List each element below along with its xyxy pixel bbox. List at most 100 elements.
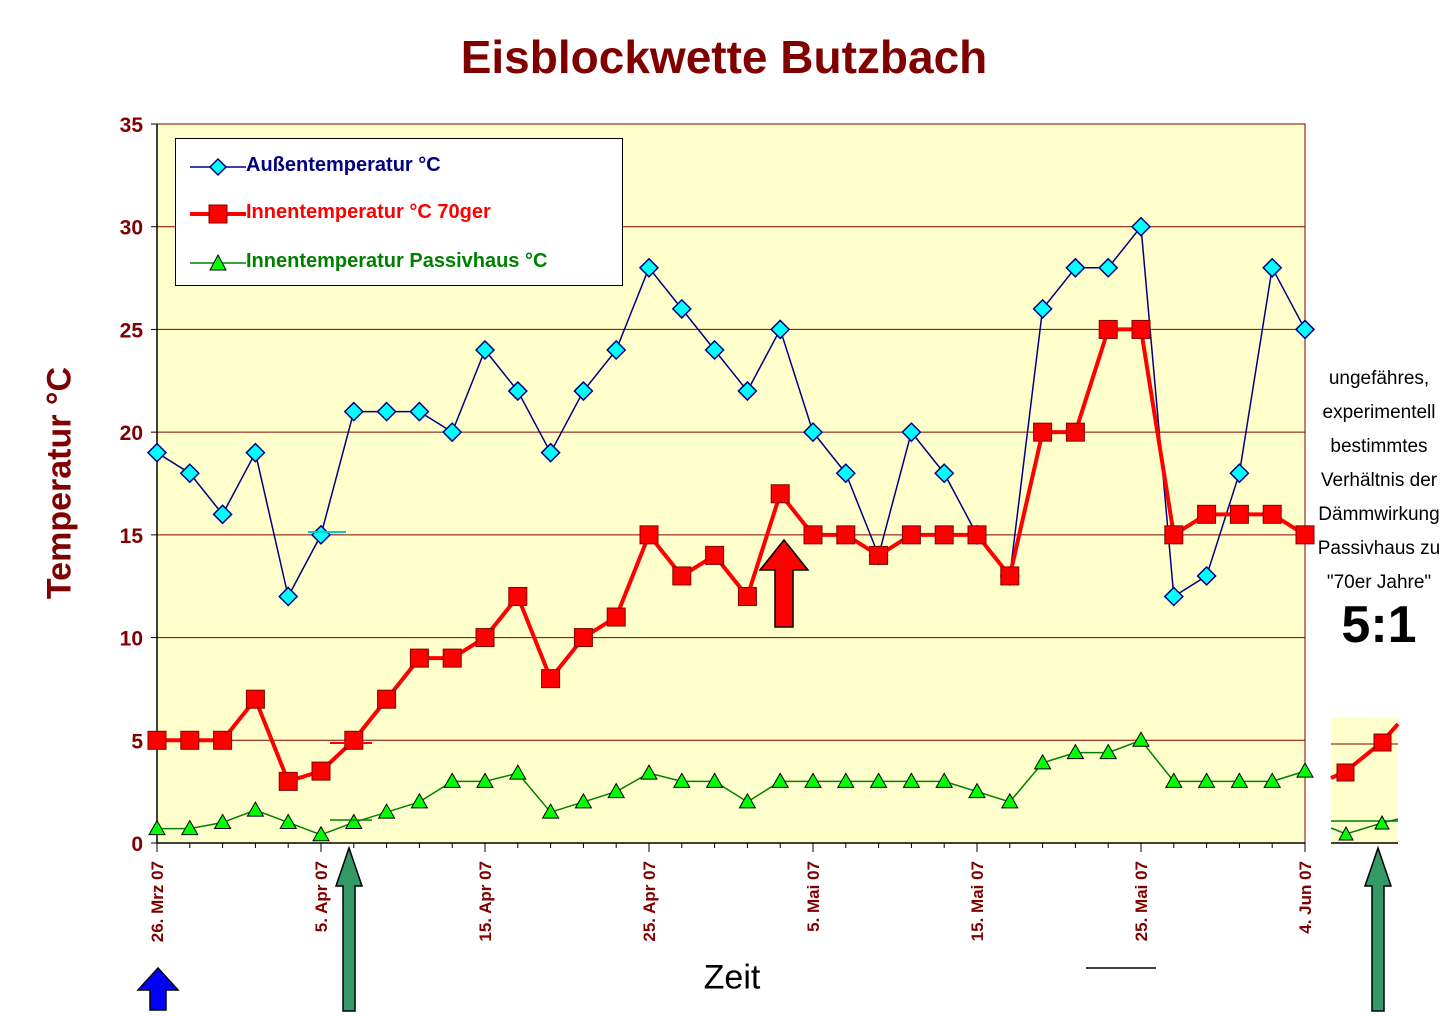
y-tick-label: 5 xyxy=(131,730,143,753)
legend-item-passivhaus: Innentemperatur Passivhaus °C xyxy=(176,248,622,278)
data-point xyxy=(409,648,429,668)
data-point xyxy=(278,586,299,607)
data-point xyxy=(213,813,232,829)
data-point xyxy=(278,771,298,791)
red-up-arrow-icon xyxy=(758,538,810,628)
diamond-marker-icon xyxy=(190,157,246,177)
series-line xyxy=(156,225,1306,598)
data-point xyxy=(869,545,889,565)
data-point xyxy=(1066,743,1085,760)
data-point xyxy=(771,772,790,788)
data-point xyxy=(1230,772,1249,788)
data-point xyxy=(737,380,758,402)
data-point xyxy=(1294,319,1316,340)
data-point xyxy=(1033,422,1053,442)
y-tick-label: 35 xyxy=(120,114,144,137)
data-point xyxy=(638,257,660,278)
data-point xyxy=(147,730,167,750)
data-point xyxy=(1296,762,1314,778)
data-point xyxy=(1262,257,1283,278)
data-point xyxy=(1098,319,1118,339)
axes xyxy=(156,124,1305,844)
data-point xyxy=(606,607,626,627)
y-axis-label: Temperatur °C xyxy=(40,366,79,600)
data-point xyxy=(803,525,823,545)
data-point xyxy=(1132,731,1150,747)
data-point xyxy=(1098,257,1119,278)
data-point xyxy=(770,319,791,340)
data-point xyxy=(804,772,822,788)
data-point xyxy=(934,525,954,545)
data-point xyxy=(1196,565,1217,587)
data-point xyxy=(180,819,199,836)
data-point xyxy=(1131,319,1151,339)
data-point xyxy=(573,628,593,648)
data-point xyxy=(409,401,430,422)
legend-item-aussen: Außentemperatur °C xyxy=(176,152,622,182)
data-point xyxy=(1065,257,1086,278)
y-tick-label: 30 xyxy=(120,217,143,240)
data-point xyxy=(311,761,331,781)
y-tick-label: 0 xyxy=(131,833,143,856)
data-point xyxy=(836,772,855,788)
decorations xyxy=(136,531,1400,1012)
data-point xyxy=(1164,772,1183,788)
series-innen-70ger xyxy=(147,319,1315,791)
data-point xyxy=(967,525,987,545)
data-point xyxy=(802,422,824,443)
data-point xyxy=(213,730,233,750)
data-point xyxy=(541,803,560,819)
x-tick-label: 5. Mai 07 xyxy=(804,861,823,932)
data-point xyxy=(607,782,626,799)
data-point xyxy=(705,545,725,565)
data-point xyxy=(836,525,856,545)
data-point xyxy=(1130,216,1152,237)
data-point xyxy=(901,525,921,545)
inset-triangle-marker xyxy=(1374,814,1390,830)
data-point xyxy=(148,819,166,836)
x-tick-label: 4. Jun 07 xyxy=(1296,861,1315,934)
data-point xyxy=(1032,298,1053,319)
data-point xyxy=(540,442,561,463)
data-point xyxy=(344,730,364,750)
series-layer xyxy=(146,216,1316,842)
data-point xyxy=(1163,586,1184,607)
data-point xyxy=(442,422,463,443)
x-axis-ticks: 26. Mrz 07 5. Apr 07 15. Apr 07 25. Apr 07 5… xyxy=(148,843,1315,942)
data-point xyxy=(245,689,265,709)
data-point xyxy=(1000,566,1020,586)
data-point xyxy=(934,463,955,484)
inset-square-marker xyxy=(1373,733,1392,752)
data-point xyxy=(705,772,724,788)
data-point xyxy=(1164,525,1184,545)
data-point xyxy=(1295,525,1315,545)
side-note-line: Passivhaus zu xyxy=(1317,538,1441,559)
data-point xyxy=(738,792,757,809)
data-point xyxy=(1197,504,1217,524)
side-note-line: ungefähres, xyxy=(1328,368,1430,389)
legend-label: Außentemperatur °C xyxy=(246,154,441,176)
data-point xyxy=(573,380,594,402)
data-point xyxy=(1262,504,1282,524)
data-point xyxy=(640,764,658,780)
data-point xyxy=(1229,463,1250,484)
data-point xyxy=(672,566,692,586)
green-up-arrow-icon xyxy=(1363,845,1393,1012)
ratio-value: 5:1 xyxy=(1341,596,1417,654)
data-point xyxy=(343,401,364,422)
green-up-arrow-icon xyxy=(334,845,364,1012)
data-point xyxy=(869,772,888,788)
data-point xyxy=(179,463,200,484)
x-tick-label: 25. Mai 07 xyxy=(1132,861,1151,941)
side-note-line: Dämmwirkung xyxy=(1318,504,1440,525)
data-point xyxy=(1263,772,1282,788)
data-point xyxy=(574,792,593,809)
inset-triangle-marker xyxy=(1338,825,1354,841)
data-point xyxy=(1000,792,1019,809)
data-point xyxy=(1229,504,1249,524)
data-point xyxy=(935,772,954,788)
x-tick-label: 25. Apr 07 xyxy=(640,861,659,942)
data-point xyxy=(146,442,168,463)
y-tick-label: 10 xyxy=(120,628,143,651)
x-tick-label: 5. Apr 07 xyxy=(312,861,331,932)
